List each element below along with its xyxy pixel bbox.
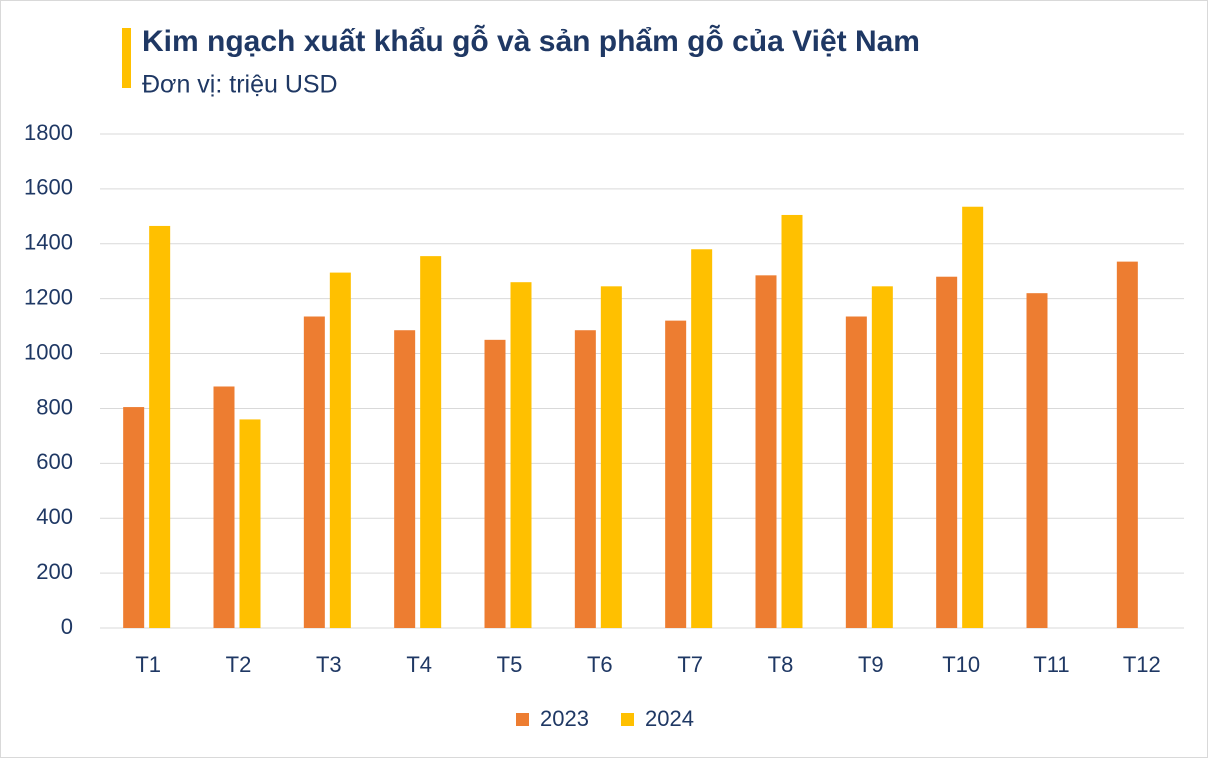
bar (510, 282, 532, 628)
y-tick-label: 1400 (24, 230, 73, 255)
bar (149, 225, 171, 628)
y-tick-label: 1000 (24, 339, 73, 364)
bar (665, 320, 687, 628)
x-tick-label: T6 (587, 652, 613, 677)
x-tick-label: T3 (316, 652, 342, 677)
x-tick-label: T12 (1123, 652, 1161, 677)
legend-label: 2023 (540, 706, 589, 731)
legend-swatch (621, 713, 634, 726)
legend-swatch (516, 713, 529, 726)
x-tick-label: T2 (226, 652, 252, 677)
x-tick-label: T7 (677, 652, 703, 677)
bar (936, 276, 958, 628)
x-tick-label: T1 (135, 652, 161, 677)
bar (394, 330, 416, 628)
y-tick-label: 1800 (24, 120, 73, 145)
bar (962, 206, 984, 628)
bar (691, 249, 713, 628)
y-tick-label: 0 (61, 614, 73, 639)
bar (600, 286, 622, 628)
chart-title: Kim ngạch xuất khẩu gỗ và sản phẩm gỗ củ… (142, 24, 920, 58)
x-tick-label: T5 (497, 652, 523, 677)
title-accent (122, 28, 131, 88)
chart-subtitle: Đơn vị: triệu USD (142, 71, 338, 99)
x-tick-label: T11 (1033, 652, 1069, 677)
bar (755, 275, 777, 628)
bar (484, 339, 506, 628)
bar (420, 256, 442, 628)
bar (845, 316, 867, 628)
bar (781, 214, 803, 628)
bar (871, 286, 893, 628)
x-tick-label: T9 (858, 652, 884, 677)
bar (239, 419, 261, 628)
bar (329, 272, 351, 628)
bar (123, 407, 145, 628)
bar (213, 386, 235, 628)
y-tick-label: 800 (36, 394, 73, 419)
bar (574, 330, 596, 628)
y-tick-label: 200 (36, 559, 73, 584)
x-tick-label: T4 (406, 652, 432, 677)
x-tick-label: T10 (942, 652, 980, 677)
x-tick-label: T8 (768, 652, 794, 677)
bar (303, 316, 325, 628)
y-tick-label: 1600 (24, 175, 73, 200)
y-tick-label: 400 (36, 504, 73, 529)
bar (1116, 261, 1138, 628)
y-tick-label: 1200 (24, 284, 73, 309)
legend-label: 2024 (645, 706, 694, 731)
y-tick-label: 600 (36, 449, 73, 474)
bar (1026, 293, 1048, 628)
